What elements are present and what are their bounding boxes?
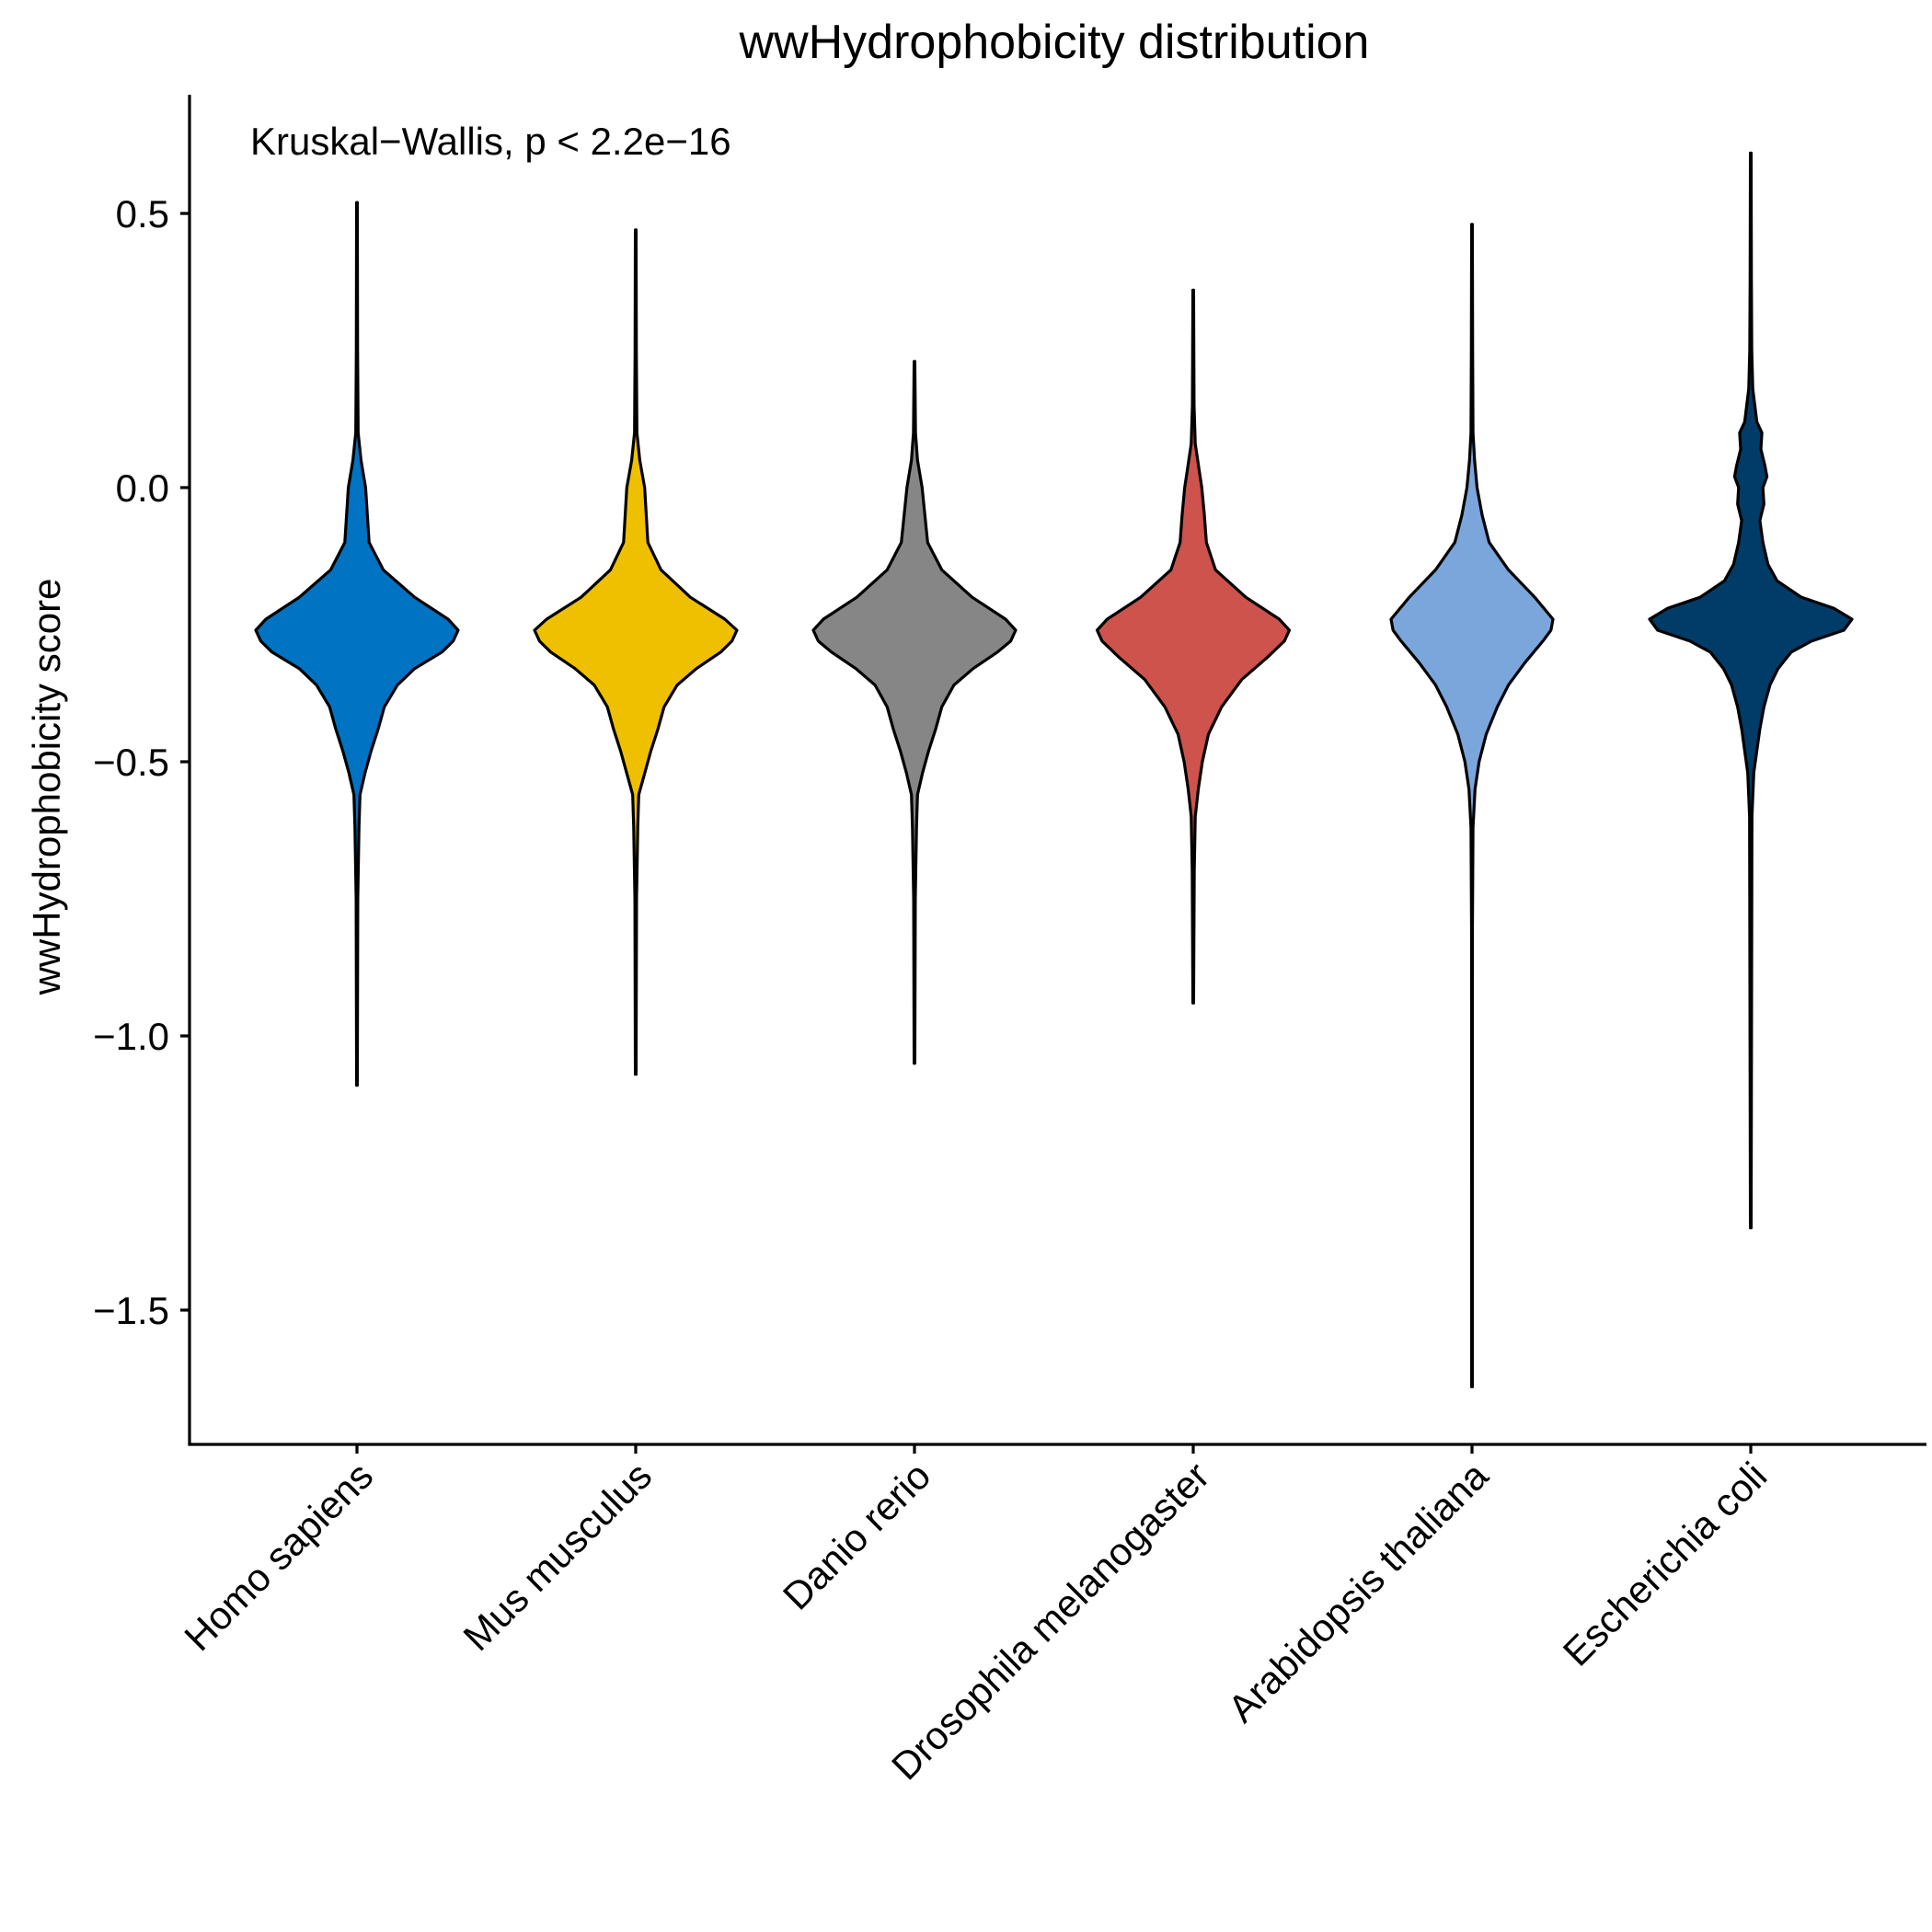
violin-danio-rerio bbox=[811, 360, 1018, 1065]
y-tick-label: 0.5 bbox=[116, 192, 169, 236]
violin-homo-sapiens bbox=[254, 201, 460, 1087]
y-tick-label: 0.0 bbox=[116, 466, 169, 510]
violin-drosophila-melanogaster bbox=[1095, 288, 1292, 1005]
x-tick-label-homo-sapiens: Homo sapiens bbox=[176, 1454, 381, 1659]
x-tick-label-arabidopsis-thaliana: Arabidopsis thaliana bbox=[1220, 1454, 1497, 1731]
y-ticks-group: 0.5 0.0 −0.5 −1.0 −1.5 bbox=[93, 192, 190, 1332]
x-tick-label-danio-rerio: Danio rerio bbox=[775, 1454, 939, 1618]
y-tick-label: −0.5 bbox=[93, 741, 169, 784]
x-tick-label-drosophila-melanogaster: Drosophila melanogaster bbox=[883, 1454, 1217, 1788]
y-tick-label: −1.0 bbox=[93, 1015, 169, 1058]
violin-mus-musculus bbox=[533, 228, 739, 1076]
violins-group bbox=[254, 151, 1854, 1388]
y-axis-title: wwHydrophobicity score bbox=[25, 579, 68, 996]
violin-arabidopsis-thaliana bbox=[1389, 223, 1555, 1388]
y-tick-label: −1.5 bbox=[93, 1289, 169, 1332]
chart-annotation-kruskal-wallis: Kruskal−Wallis, p < 2.2e−16 bbox=[250, 120, 731, 163]
violin-escherichia-coli bbox=[1648, 151, 1854, 1230]
chart-title: wwHydrophobicity distribution bbox=[739, 16, 1370, 69]
x-tick-label-escherichia-coli: Escherichia coli bbox=[1555, 1454, 1776, 1674]
x-tick-label-mus-musculus: Mus musculus bbox=[454, 1454, 660, 1659]
x-ticks-group: Homo sapiens Mus musculus Danio rerioDroso… bbox=[176, 1444, 1775, 1788]
